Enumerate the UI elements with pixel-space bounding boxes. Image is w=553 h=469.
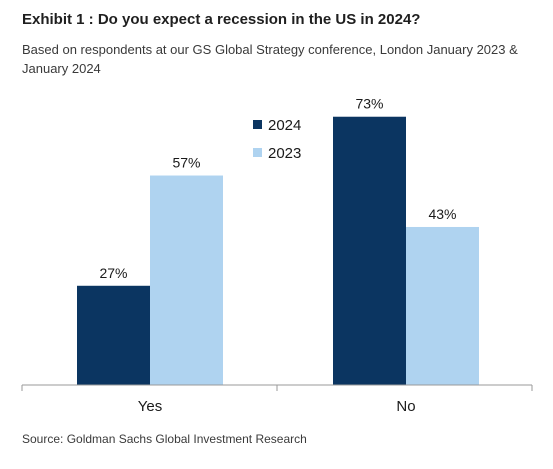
legend: 2024 2023: [253, 117, 301, 162]
bar-no-2024: [333, 116, 406, 385]
x-axis-labels: Yes No: [138, 398, 416, 415]
legend-label-2024: 2024: [268, 117, 301, 134]
legend-swatch-2023: [253, 148, 262, 157]
value-labels-layer: 27% 57% 73% 43%: [99, 96, 456, 281]
chart-subtitle: Based on respondents at our GS Global St…: [22, 42, 518, 76]
legend-swatch-2024: [253, 120, 262, 129]
data-label-yes-2024: 27%: [99, 265, 127, 281]
bar-no-2023: [406, 226, 479, 385]
x-axis-ticks: [21, 385, 533, 391]
data-label-no-2023: 43%: [428, 206, 456, 222]
x-tick-label-no: No: [396, 398, 415, 415]
x-tick-label-yes: Yes: [138, 398, 162, 415]
source-note: Source: Goldman Sachs Global Investment …: [22, 432, 307, 446]
bar-yes-2024: [77, 285, 150, 385]
bar-yes-2023: [150, 175, 223, 385]
legend-label-2023: 2023: [268, 145, 301, 162]
data-label-no-2024: 73%: [355, 96, 383, 112]
bars-layer: [77, 116, 479, 385]
data-label-yes-2023: 57%: [172, 155, 200, 171]
chart-title: Exhibit 1 : Do you expect a recession in…: [22, 11, 421, 28]
